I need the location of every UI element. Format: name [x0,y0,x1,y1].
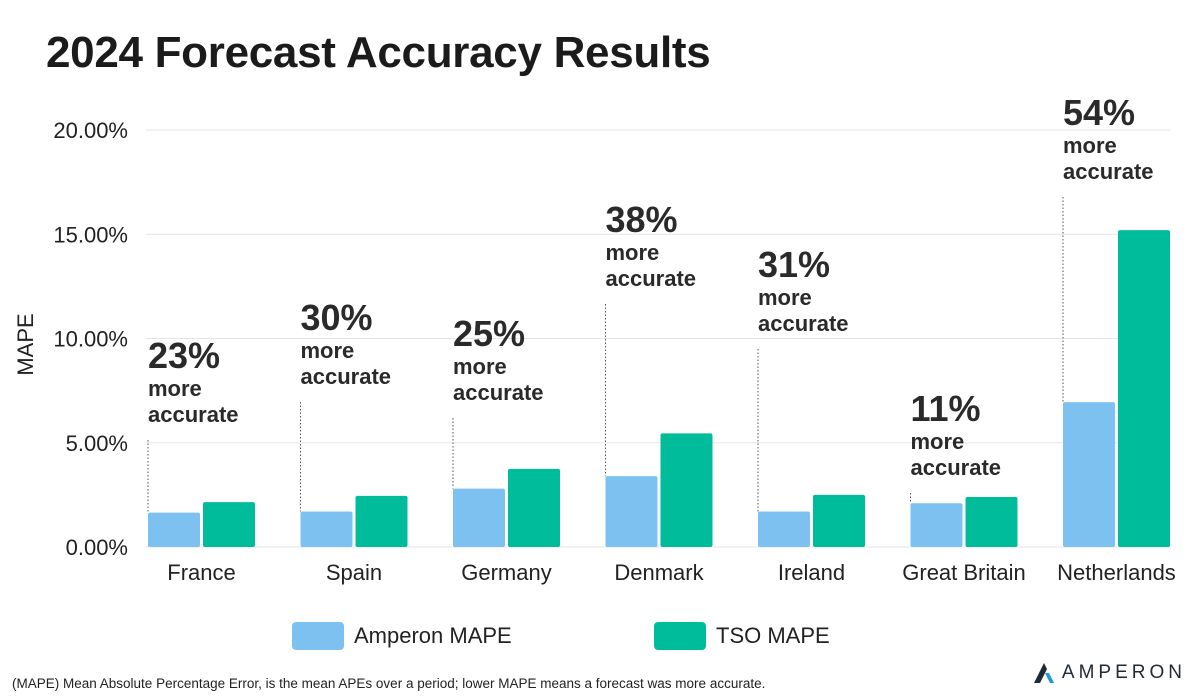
x-tick-label: Great Britain [902,560,1026,585]
chart-title: 2024 Forecast Accuracy Results [46,28,711,77]
brand-name: AMPERON [1061,662,1186,683]
x-tick-label: Ireland [778,560,845,585]
bar-tso-ireland [813,494,865,547]
y-tick-label: 10.00% [53,327,128,352]
bar-amperon-netherlands [1063,402,1115,547]
bar-tso-france [203,502,255,547]
legend-swatch-amperon [292,622,344,650]
annotation-line1: more [606,240,660,265]
bar-amperon-germany [453,488,505,547]
annotation-percent: 23% [148,335,220,376]
bar-amperon-france [148,512,200,547]
annotation-line1: more [301,338,355,363]
annotation-percent: 54% [1063,92,1135,133]
annotation-line2: accurate [911,455,1002,480]
annotation-line1: more [758,285,812,310]
annotation-percent: 38% [606,199,678,240]
annotation-line2: accurate [148,402,239,427]
annotation-line2: accurate [1063,159,1154,184]
brand-logo: AMPERON [1032,662,1186,684]
annotation-line2: accurate [301,364,392,389]
annotation-percent: 31% [758,244,830,285]
legend-item-tso: TSO MAPE [654,622,830,650]
bar-tso-netherlands [1118,230,1170,547]
y-tick-label: 0.00% [66,535,128,560]
annotation-line2: accurate [758,311,849,336]
x-tick-label: Spain [326,560,382,585]
bar-amperon-great-britain [910,503,963,547]
annotation-line1: more [453,354,507,379]
bar-tso-great-britain [965,496,1018,547]
bar-amperon-spain [300,511,353,547]
amperon-logo-icon [1033,663,1054,683]
x-tick-label: Netherlands [1057,560,1176,585]
footnote: (MAPE) Mean Absolute Percentage Error, i… [12,676,766,691]
x-tick-label: Denmark [614,560,704,585]
annotation-line2: accurate [453,380,544,405]
annotation-line2: accurate [606,266,697,291]
annotation-line1: more [1063,133,1117,158]
annotation-line1: more [148,376,202,401]
annotation-percent: 11% [911,388,981,429]
legend: Amperon MAPE TSO MAPE [0,622,1200,658]
legend-label-amperon: Amperon MAPE [354,623,512,648]
y-tick-label: 15.00% [53,222,128,247]
bar-amperon-ireland [758,511,810,547]
y-tick-label: 5.00% [66,431,128,456]
bar-tso-denmark [660,433,713,547]
legend-label-tso: TSO MAPE [716,623,830,648]
annotation-percent: 30% [301,297,373,338]
bar-amperon-denmark [605,476,658,547]
annotation-percent: 25% [453,313,525,354]
bar-tso-spain [355,495,408,547]
annotation-line1: more [911,429,965,454]
y-axis-label: MAPE [13,313,38,375]
legend-swatch-tso [654,622,706,650]
x-tick-label: France [167,560,235,585]
bar-tso-germany [508,468,560,547]
x-tick-label: Germany [461,560,551,585]
y-tick-label: 20.00% [53,118,128,143]
legend-item-amperon: Amperon MAPE [292,622,512,650]
